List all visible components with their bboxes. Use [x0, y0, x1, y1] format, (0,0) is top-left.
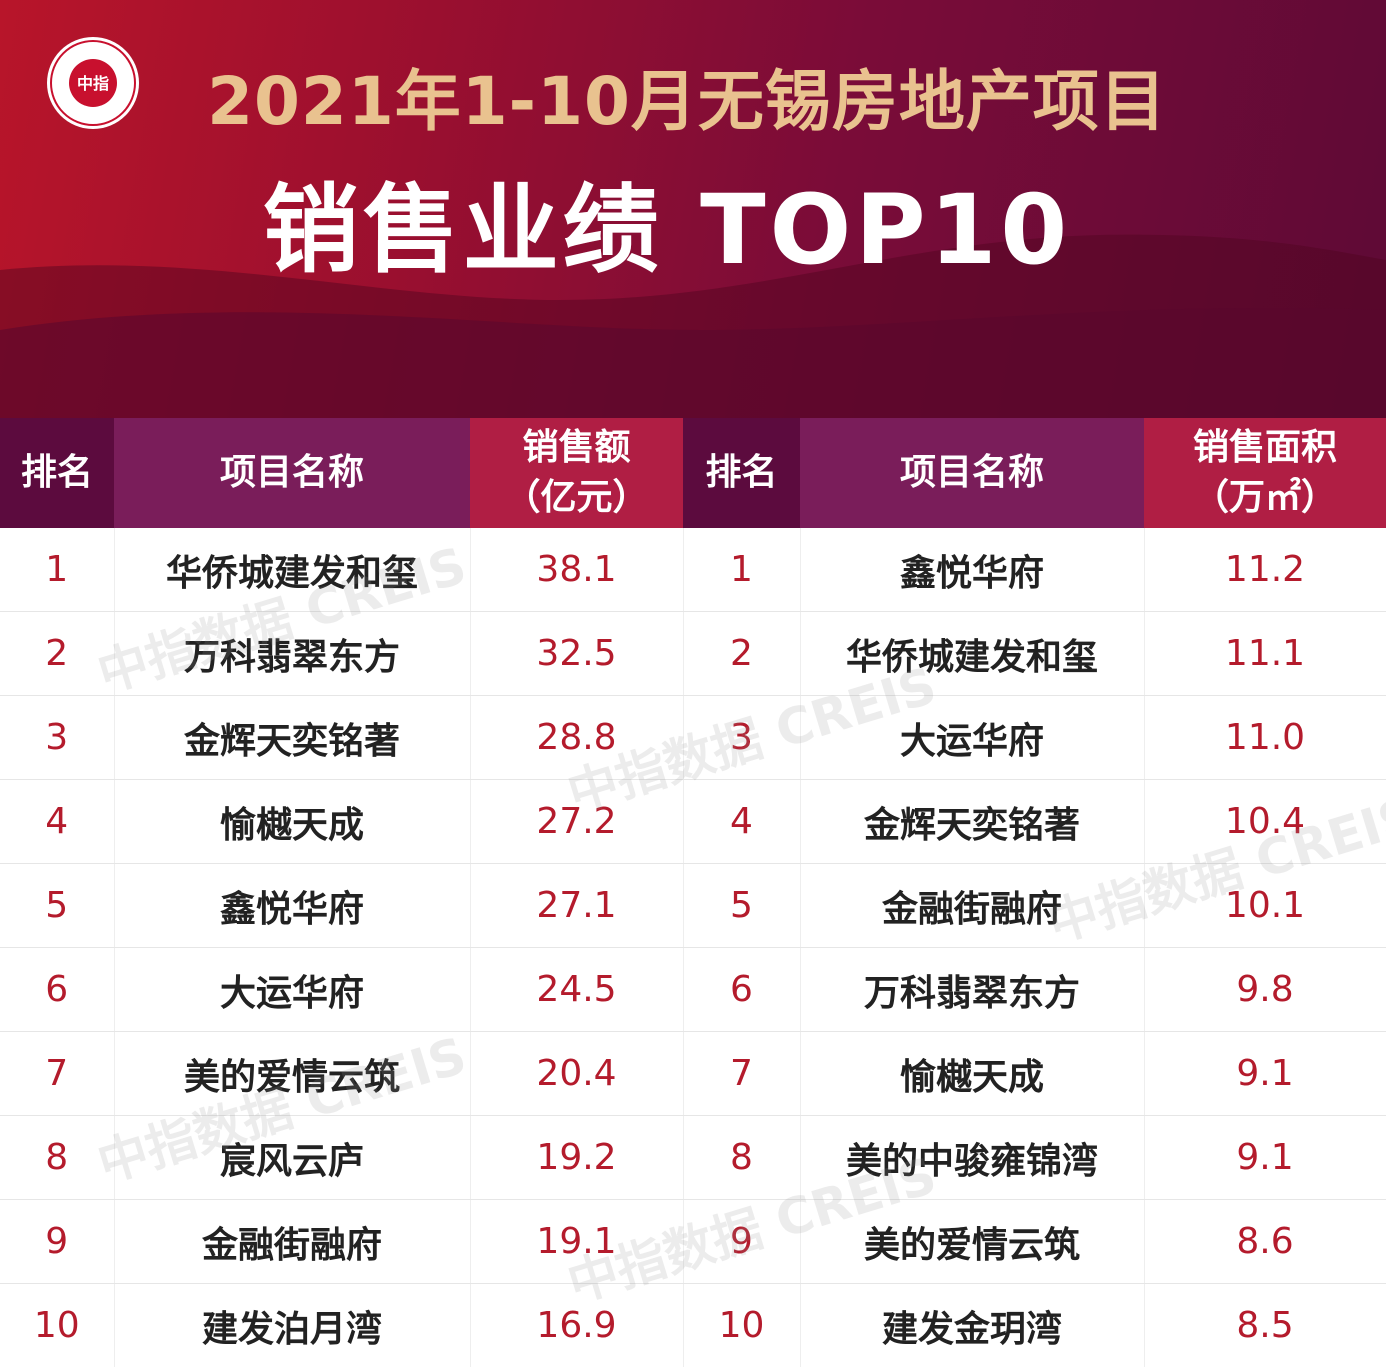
left-name-header: 项目名称: [114, 418, 470, 528]
left-rank-header: 排名: [0, 418, 114, 528]
left-sales-amount-cell: 24.5: [470, 948, 683, 1032]
right-rank-header: 排名: [683, 418, 800, 528]
left-sales-amount-cell: 19.1: [470, 1200, 683, 1284]
left-sales-amount-cell: 27.2: [470, 780, 683, 864]
table-row: 3 金辉天奕铭著 28.8 3 大运华府 11.0: [0, 696, 1386, 780]
table-row: 10 建发泊月湾 16.9 10 建发金玥湾 8.5: [0, 1284, 1386, 1367]
left-sales-amount-cell: 19.2: [470, 1116, 683, 1200]
right-project-name-cell: 金辉天奕铭著: [800, 780, 1144, 864]
left-project-name-cell: 宸风云庐: [114, 1116, 470, 1200]
right-project-name-cell: 建发金玥湾: [800, 1284, 1144, 1367]
right-project-name-cell: 鑫悦华府: [800, 528, 1144, 612]
right-sales-area-cell: 11.2: [1144, 528, 1386, 612]
left-project-name-cell: 金融街融府: [114, 1200, 470, 1284]
right-sales-area-cell: 10.4: [1144, 780, 1386, 864]
right-project-name-cell: 万科翡翠东方: [800, 948, 1144, 1032]
right-project-name-cell: 华侨城建发和玺: [800, 612, 1144, 696]
right-rank-cell: 7: [683, 1032, 800, 1116]
right-sales-area-header: 销售面积（万㎡）: [1144, 418, 1386, 528]
table-row: 7 美的爱情云筑 20.4 7 愉樾天成 9.1: [0, 1032, 1386, 1116]
right-rank-cell: 10: [683, 1284, 800, 1367]
left-rank-cell: 5: [0, 864, 114, 948]
right-rank-cell: 5: [683, 864, 800, 948]
table-row: 6 大运华府 24.5 6 万科翡翠东方 9.8: [0, 948, 1386, 1032]
right-rank-cell: 9: [683, 1200, 800, 1284]
table-row: 5 鑫悦华府 27.1 5 金融街融府 10.1: [0, 864, 1386, 948]
left-project-name-cell: 鑫悦华府: [114, 864, 470, 948]
left-project-name-cell: 大运华府: [114, 948, 470, 1032]
right-rank-cell: 6: [683, 948, 800, 1032]
table-header-row: 排名 项目名称 销售额（亿元） 排名 项目名称 销售面积（万㎡）: [0, 418, 1386, 528]
right-sales-area-cell: 9.8: [1144, 948, 1386, 1032]
left-project-name-cell: 美的爱情云筑: [114, 1032, 470, 1116]
left-sales-amount-cell: 38.1: [470, 528, 683, 612]
page-title-line1: 2021年1-10月无锡房地产项目: [0, 48, 1380, 144]
right-project-name-cell: 金融街融府: [800, 864, 1144, 948]
left-sales-amount-cell: 27.1: [470, 864, 683, 948]
left-project-name-cell: 愉樾天成: [114, 780, 470, 864]
right-rank-cell: 3: [683, 696, 800, 780]
left-sales-amount-cell: 28.8: [470, 696, 683, 780]
right-sales-area-cell: 9.1: [1144, 1116, 1386, 1200]
left-project-name-cell: 华侨城建发和玺: [114, 528, 470, 612]
left-rank-cell: 8: [0, 1116, 114, 1200]
table-row: 4 愉樾天成 27.2 4 金辉天奕铭著 10.4: [0, 780, 1386, 864]
left-project-name-cell: 建发泊月湾: [114, 1284, 470, 1367]
ranking-table: 排名 项目名称 销售额（亿元） 排名 项目名称 销售面积（万㎡） 1 华侨城建发…: [0, 418, 1386, 1367]
left-rank-cell: 10: [0, 1284, 114, 1367]
right-sales-area-cell: 11.0: [1144, 696, 1386, 780]
left-project-name-cell: 金辉天奕铭著: [114, 696, 470, 780]
table-row: 2 万科翡翠东方 32.5 2 华侨城建发和玺 11.1: [0, 612, 1386, 696]
header-banner: 中指 2021年1-10月无锡房地产项目 销售业绩 TOP10: [0, 0, 1386, 418]
left-rank-cell: 2: [0, 612, 114, 696]
right-rank-cell: 4: [683, 780, 800, 864]
right-name-header: 项目名称: [800, 418, 1144, 528]
left-rank-cell: 1: [0, 528, 114, 612]
right-sales-area-cell: 10.1: [1144, 864, 1386, 948]
right-sales-area-cell: 9.1: [1144, 1032, 1386, 1116]
left-rank-cell: 7: [0, 1032, 114, 1116]
left-sales-amount-header: 销售额（亿元）: [470, 418, 683, 528]
left-rank-cell: 3: [0, 696, 114, 780]
right-project-name-cell: 愉樾天成: [800, 1032, 1144, 1116]
left-rank-cell: 9: [0, 1200, 114, 1284]
table-row: 9 金融街融府 19.1 9 美的爱情云筑 8.6: [0, 1200, 1386, 1284]
left-sales-amount-cell: 16.9: [470, 1284, 683, 1367]
left-project-name-cell: 万科翡翠东方: [114, 612, 470, 696]
table-row: 1 华侨城建发和玺 38.1 1 鑫悦华府 11.2: [0, 528, 1386, 612]
right-rank-cell: 2: [683, 612, 800, 696]
left-sales-amount-cell: 32.5: [470, 612, 683, 696]
right-sales-area-cell: 8.6: [1144, 1200, 1386, 1284]
left-rank-cell: 4: [0, 780, 114, 864]
left-rank-cell: 6: [0, 948, 114, 1032]
right-project-name-cell: 大运华府: [800, 696, 1144, 780]
right-rank-cell: 8: [683, 1116, 800, 1200]
right-project-name-cell: 美的中骏雍锦湾: [800, 1116, 1144, 1200]
left-sales-amount-cell: 20.4: [470, 1032, 683, 1116]
right-sales-area-cell: 8.5: [1144, 1284, 1386, 1367]
right-sales-area-cell: 11.1: [1144, 612, 1386, 696]
right-project-name-cell: 美的爱情云筑: [800, 1200, 1144, 1284]
table-row: 8 宸风云庐 19.2 8 美的中骏雍锦湾 9.1: [0, 1116, 1386, 1200]
page-title-line2: 销售业绩 TOP10: [0, 152, 1360, 291]
right-rank-cell: 1: [683, 528, 800, 612]
